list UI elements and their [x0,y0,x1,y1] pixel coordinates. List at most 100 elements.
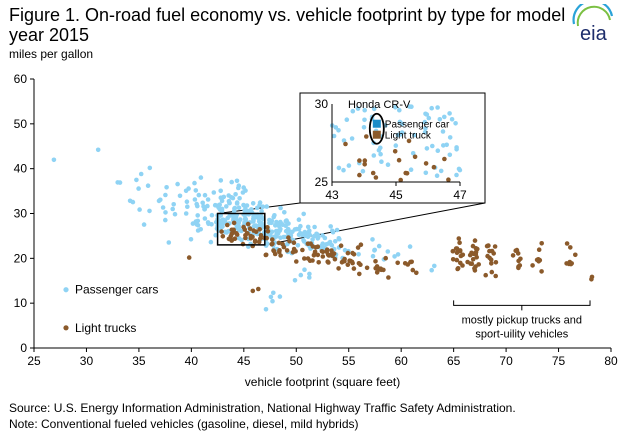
passenger-car-point [296,226,302,232]
inset-passenger-point [341,138,347,143]
inset-passenger-point [371,106,377,112]
light-truck-point [530,263,535,268]
passenger-car-point [218,195,224,200]
light-truck-point [476,262,482,267]
light-truck-point [473,246,479,251]
passenger-car-point [274,221,280,226]
passenger-car-point [259,213,264,219]
light-truck-point [457,248,463,253]
light-truck-point [245,221,251,227]
x-tick-label: 30 [80,354,94,368]
passenger-car-point [282,234,288,240]
inset-passenger-point [361,125,367,130]
light-truck-point [472,238,478,243]
passenger-car-point [188,237,194,242]
passenger-car-point [310,237,315,242]
passenger-car-point [407,244,413,249]
inset-passenger-point [449,117,455,122]
x-tick-label: 65 [447,354,461,368]
light-truck-point [248,233,254,239]
chart-title: Figure 1. On-road fuel economy vs. vehic… [9,5,566,45]
passenger-car-point [307,228,312,233]
light-truck-point [329,248,334,253]
light-truck-point [345,250,351,256]
light-truck-point [536,247,542,252]
chart-axes: 0 10 20 30 40 50 60 25 30 35 40 45 50 55 60 65 70 75 80 veh… [14,72,618,389]
inset-passenger-point [393,143,399,148]
passenger-car-point [268,294,274,300]
light-truck-point [489,261,494,266]
light-truck-point [351,266,357,271]
light-truck-point [270,241,275,247]
inset-legend-marker [372,119,381,128]
inset-x-tick-label: 45 [389,188,403,202]
inset-passenger-point [429,105,435,111]
inset-passenger-point [412,132,417,138]
inset-light-truck-point [357,172,362,178]
light-truck-point [277,248,282,253]
passenger-car-point [301,239,307,244]
light-truck-point [220,234,226,239]
light-truck-point [450,257,456,262]
passenger-car-point [429,267,435,273]
light-truck-point [326,260,331,265]
passenger-car-point [163,210,168,215]
inset-legend-marker [372,130,381,139]
passenger-car-point [202,207,207,212]
passenger-car-point [292,278,298,283]
passenger-car-point [392,254,397,259]
light-truck-point [355,245,361,250]
light-truck-point [250,288,256,294]
passenger-car-point [185,204,190,209]
light-truck-point [332,256,338,262]
light-truck-point [386,275,391,280]
passenger-car-point [278,205,283,211]
passenger-car-point [257,223,262,228]
light-truck-point [473,251,479,257]
light-truck-point [456,236,462,241]
passenger-car-point [356,252,361,257]
inset-passenger-point [426,115,432,121]
passenger-car-point [385,249,391,254]
passenger-car-point [147,208,152,214]
passenger-car-point [271,290,276,296]
passenger-car-point [219,225,224,230]
passenger-car-point [253,223,258,228]
inset-passenger-point [331,133,337,139]
light-truck-point [516,258,521,264]
light-truck-point [470,257,476,262]
x-tick-label: 70 [499,354,513,368]
x-tick-label: 55 [342,354,356,368]
passenger-car-point [95,147,101,153]
inset-light-truck-point [423,161,429,166]
passenger-car-point [264,204,270,209]
light-truck-point [492,244,498,249]
light-truck-point [487,248,492,254]
inset-passenger-point [408,167,414,172]
annotation-line: sport-uility vehicles [475,328,568,340]
passenger-car-point [229,179,234,185]
y-tick-label: 60 [14,72,28,86]
passenger-car-point [137,207,142,212]
light-truck-point [569,261,574,266]
light-truck-point [316,260,322,265]
passenger-car-point [236,235,242,241]
light-truck-point [234,231,239,236]
highlight-ellipse [368,112,385,145]
inset-passenger-point [430,143,435,149]
light-truck-point [291,240,297,245]
light-truck-point [258,236,263,241]
light-truck-point [231,220,237,226]
light-truck-point [568,245,573,250]
y-tick-label: 30 [14,207,28,221]
inset-light-truck-point [373,175,379,180]
inset-passenger-point [393,105,398,110]
light-truck-point [465,259,470,265]
passenger-car-point [196,192,202,198]
inset-passenger-point [447,152,453,158]
passenger-car-point [234,178,240,184]
inset-passenger-point [344,117,350,122]
zoom-box [216,212,266,246]
x-tick-label: 40 [185,354,199,368]
